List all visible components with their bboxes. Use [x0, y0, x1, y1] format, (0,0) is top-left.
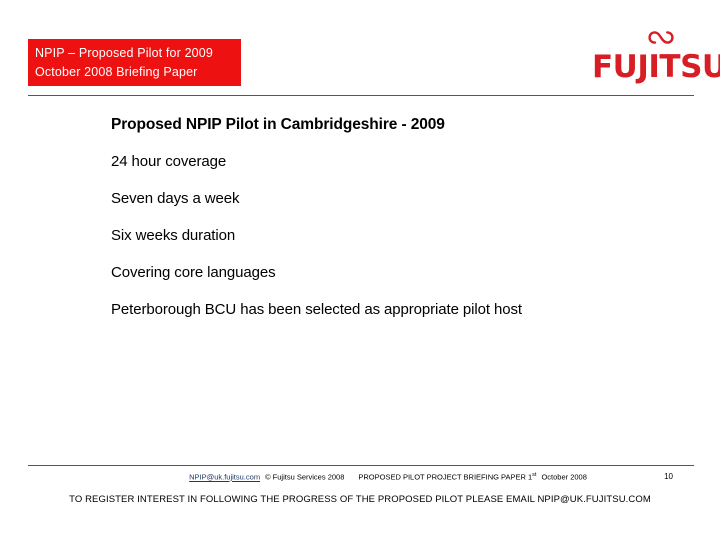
page-title: Proposed NPIP Pilot in Cambridgeshire - …: [111, 116, 445, 133]
footer-meta-center: NPIP@uk.fujitsu.com © Fujitsu Services 20…: [138, 472, 638, 482]
footer-document-ref-ordinal: st: [532, 472, 537, 478]
body-line-2: Seven days a week: [111, 190, 240, 207]
fujitsu-logo: FUJITSU: [592, 30, 720, 85]
header-banner-line-1: NPIP – Proposed Pilot for 2009: [35, 46, 213, 60]
body-line-5: Peterborough BCU has been selected as ap…: [111, 301, 522, 318]
page-number: 10: [664, 472, 673, 481]
footer-copyright: © Fujitsu Services 2008: [265, 472, 345, 482]
footer-document-ref: PROPOSED PILOT PROJECT BRIEFING PAPER 1: [358, 472, 533, 482]
header-banner: NPIP – Proposed Pilot for 2009 October 2…: [28, 39, 241, 86]
footer-email-link[interactable]: NPIP@uk.fujitsu.com: [189, 472, 261, 482]
body-line-4: Covering core languages: [111, 264, 276, 281]
header-banner-line-2: October 2008 Briefing Paper: [35, 65, 198, 79]
body-content: Proposed NPIP Pilot in Cambridgeshire - …: [111, 116, 691, 318]
fujitsu-wordmark: FUJITSU: [592, 49, 720, 85]
footer-divider: [28, 465, 694, 466]
footer-meta-row: NPIP@uk.fujitsu.com © Fujitsu Services 20…: [28, 472, 694, 486]
header-divider: [28, 95, 694, 96]
body-line-3: Six weeks duration: [111, 227, 236, 244]
footer-notice: TO REGISTER INTEREST IN FOLLOWING THE PR…: [69, 494, 651, 505]
infinity-icon: [648, 31, 674, 44]
footer-document-date: October 2008: [541, 472, 587, 482]
body-line-1: 24 hour coverage: [111, 153, 227, 170]
